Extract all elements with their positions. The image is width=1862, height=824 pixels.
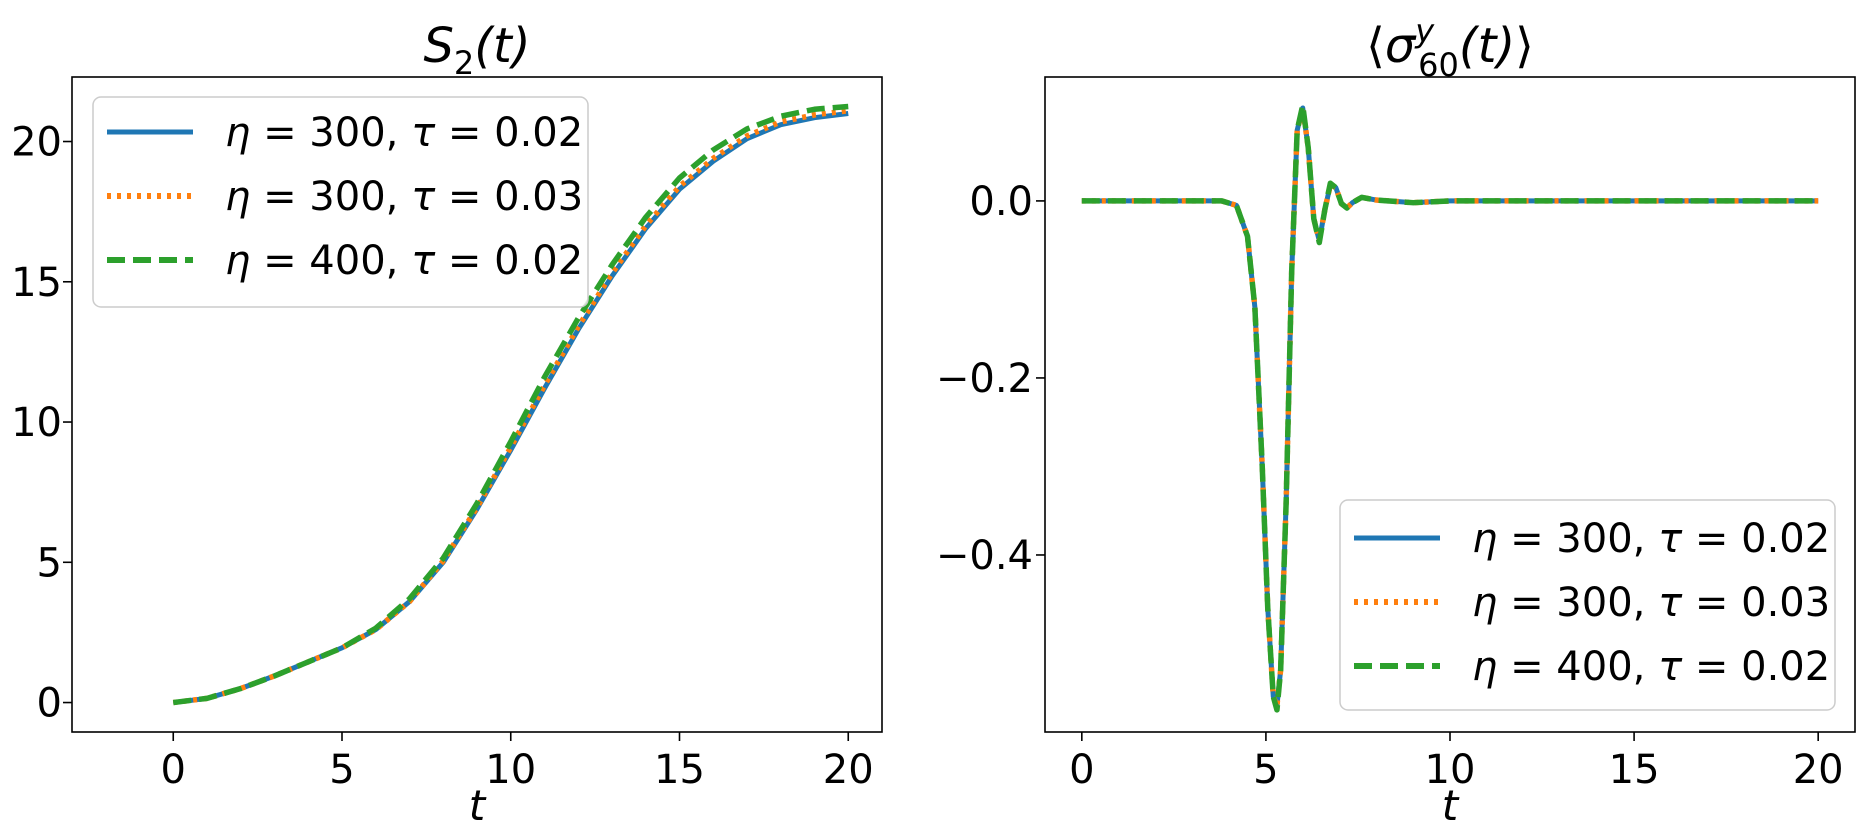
y-tick-label: 10 (11, 400, 62, 446)
y-tick-label: −0.4 (936, 533, 1033, 579)
series-group (1081, 102, 1819, 713)
legend-label-1: η = 300, τ = 0.02 (1472, 516, 1830, 562)
plot-frame (71, 76, 883, 733)
legend: η = 300, τ = 0.02 η = 300, τ = 0.03 η = 40… (92, 96, 589, 308)
legend-box (1339, 499, 1836, 711)
legend-box (92, 96, 589, 308)
series-line-3 (1081, 102, 1819, 713)
legend-label-2: η = 300, τ = 0.03 (1472, 580, 1830, 626)
y-tick-label: 0.0 (969, 179, 1033, 225)
x-axis-label: t (469, 781, 487, 824)
x-tick-label: 10 (485, 747, 536, 793)
sigma-y-60-panel: 0 5 10 15 20 0.0 −0.2 −0.4 t ⟨σy 60(t)⟩ η = 300, τ … (936, 12, 1856, 824)
legend-label-1: η = 300, τ = 0.02 (225, 110, 583, 156)
x-axis-label: t (1442, 781, 1460, 824)
series-group (172, 103, 849, 706)
x-tick-label: 15 (654, 747, 705, 793)
series-line-3 (172, 103, 849, 706)
chart-title: S2(t) (423, 18, 530, 82)
x-tick-label: 10 (1425, 747, 1476, 793)
chart-title: ⟨σy 60(t)⟩ (1366, 12, 1534, 84)
x-tick-label: 20 (823, 747, 874, 793)
y-tick-label: −0.2 (936, 356, 1033, 402)
legend-label-3: η = 400, τ = 0.02 (225, 238, 583, 284)
y-tick-label: 5 (37, 540, 62, 586)
y-tick-label: 0 (37, 681, 62, 727)
legend-label-3: η = 400, τ = 0.02 (1472, 644, 1830, 690)
legend-label-2: η = 300, τ = 0.03 (225, 174, 583, 220)
x-tick-label: 0 (161, 747, 186, 793)
x-tick-label: 5 (329, 747, 354, 793)
x-tick-label: 5 (1253, 747, 1278, 793)
x-tick-label: 20 (1793, 747, 1844, 793)
x-tick-label: 0 (1069, 747, 1094, 793)
legend: η = 300, τ = 0.02 η = 300, τ = 0.03 η = 40… (1339, 499, 1836, 711)
y-tick-label: 15 (11, 260, 62, 306)
x-tick-label: 15 (1609, 747, 1660, 793)
y-tick-label: 20 (11, 120, 62, 166)
